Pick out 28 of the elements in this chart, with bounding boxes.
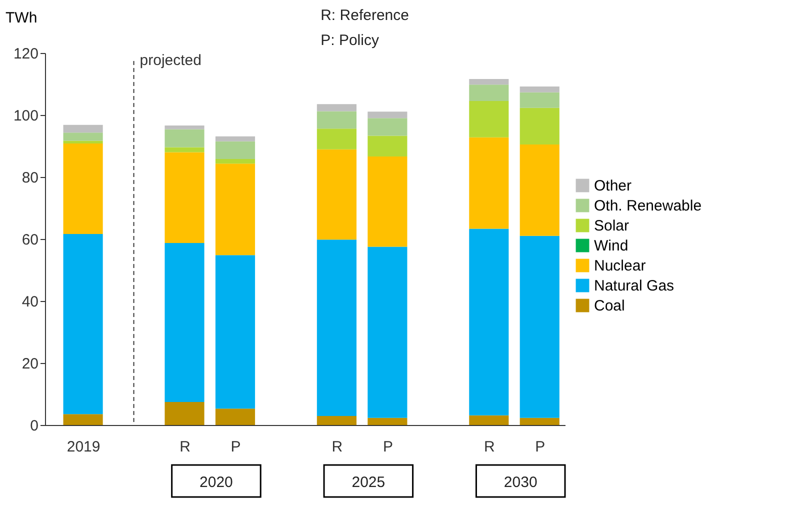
legend-label: Solar [594,218,630,234]
y-tick-label: 100 [13,108,38,124]
y-axis-title: TWh [6,10,38,26]
x-tick-label: R [332,438,343,456]
legend-label: Coal [594,298,625,314]
y-tick-label: 80 [22,170,38,186]
x-tick-label: P [382,438,393,456]
x-tick-label: P [535,438,546,456]
y-tick-label: 0 [30,418,38,434]
y-tick-label: 60 [22,232,38,248]
x-tick-label: R [180,438,191,456]
annotation: projected [140,52,202,69]
text: 2030 [504,474,538,491]
text: R: Reference [320,7,409,24]
text: 2020 [200,474,233,491]
text: 2025 [352,474,386,491]
y-tick-label: 40 [22,294,38,310]
y-tick-label: 20 [22,356,38,372]
y-tick-label: 120 [13,46,38,62]
legend-label: Nuclear [594,258,646,274]
legend-label: Oth. Renewable [594,198,702,214]
legend-label: Natural Gas [594,278,674,294]
x-tick-label: R [484,438,495,456]
x-tick-label: P [230,438,241,456]
legend-label: Other [594,178,632,194]
text: P: Policy [320,32,380,49]
x-tick-label: 2019 [66,438,100,456]
legend-label: Wind [594,238,628,254]
